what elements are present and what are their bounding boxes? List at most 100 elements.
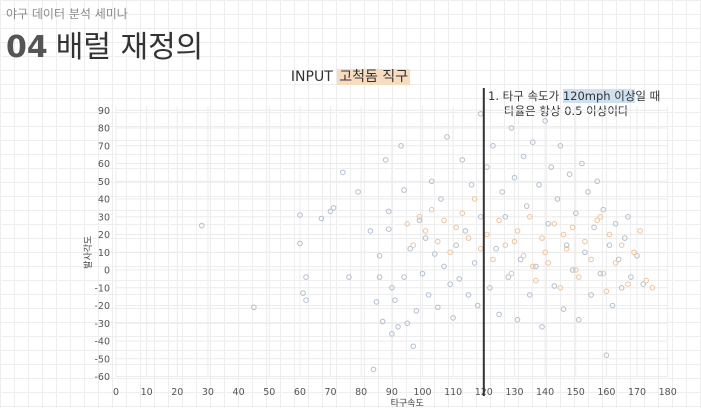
chart-title-highlight: 고척돔 직구 — [337, 69, 411, 85]
scatter-points — [199, 111, 656, 373]
data-point-blue — [395, 324, 401, 330]
data-point-orange — [471, 196, 478, 202]
data-point-blue — [251, 304, 257, 311]
data-point-orange — [410, 242, 417, 248]
data-point-blue — [389, 331, 395, 337]
data-point-blue — [523, 203, 530, 209]
data-point-blue — [297, 240, 303, 247]
data-point-blue — [609, 302, 616, 309]
data-point-blue — [505, 274, 512, 280]
data-point-blue — [453, 242, 460, 248]
x-tick-label: 60 — [294, 387, 306, 398]
y-tick-label: 70 — [98, 141, 110, 152]
x-tick-label: 50 — [263, 387, 275, 398]
data-point-blue — [527, 292, 533, 298]
data-point-blue — [318, 215, 325, 222]
data-point-blue — [493, 245, 499, 252]
data-point-blue — [416, 217, 423, 224]
x-tick-label: 30 — [202, 387, 214, 398]
data-point-orange — [539, 235, 545, 241]
y-tick-label: -60 — [94, 372, 110, 383]
data-point-orange — [477, 245, 484, 252]
data-point-blue — [410, 343, 417, 350]
data-point-blue — [459, 157, 466, 163]
y-axis-label: 발사각도 — [82, 236, 94, 269]
data-point-blue — [548, 164, 555, 170]
data-point-blue — [447, 281, 453, 288]
data-point-blue — [379, 318, 386, 325]
data-point-blue — [386, 226, 392, 232]
data-point-blue — [618, 285, 625, 291]
data-point-orange — [502, 242, 509, 248]
data-point-orange — [612, 260, 619, 266]
data-point-blue — [603, 352, 610, 359]
data-point-blue — [330, 205, 337, 211]
data-point-orange — [527, 214, 533, 220]
data-point-blue — [404, 320, 411, 327]
data-point-orange — [618, 242, 625, 248]
data-point-orange — [511, 238, 518, 245]
data-point-blue — [502, 214, 509, 220]
y-tick-label: 30 — [98, 212, 110, 223]
data-point-blue — [597, 270, 604, 277]
x-tick-label: 140 — [536, 387, 554, 398]
data-point-orange — [560, 231, 567, 238]
data-point-blue — [303, 274, 309, 280]
data-point-blue — [428, 178, 435, 185]
y-tick-label: 90 — [98, 106, 110, 117]
data-point-orange — [542, 249, 548, 256]
data-point-blue — [625, 214, 631, 220]
section-number: 04 — [6, 30, 48, 65]
data-point-blue — [594, 178, 601, 185]
data-point-blue — [413, 308, 420, 314]
data-point-blue — [370, 366, 377, 373]
data-point-blue — [585, 189, 591, 195]
data-point-blue — [560, 306, 567, 312]
data-point-blue — [407, 245, 414, 252]
data-point-orange — [600, 270, 607, 277]
data-point-blue — [582, 249, 588, 256]
data-point-blue — [465, 292, 472, 298]
y-tick-label: -30 — [94, 319, 110, 330]
data-point-blue — [628, 274, 634, 280]
data-point-blue — [511, 174, 518, 181]
data-point-orange — [563, 245, 570, 252]
data-point-blue — [640, 281, 647, 288]
data-point-blue — [496, 311, 502, 318]
data-point-orange — [530, 263, 536, 270]
data-point-orange — [514, 228, 521, 234]
annotation-line-1-post: 일 때 — [635, 89, 661, 103]
data-point-orange — [557, 285, 564, 291]
data-point-orange — [453, 224, 460, 231]
data-point-blue — [487, 285, 493, 291]
data-point-orange — [594, 217, 601, 224]
data-point-blue — [499, 189, 506, 195]
data-point-blue — [569, 267, 576, 273]
data-point-blue — [606, 242, 613, 248]
data-point-blue — [438, 196, 444, 202]
y-tick-label: -50 — [94, 354, 110, 365]
data-point-blue — [591, 224, 597, 231]
data-point-blue — [382, 157, 389, 163]
data-point-blue — [490, 143, 496, 149]
data-point-blue — [450, 315, 456, 321]
data-point-orange — [508, 270, 515, 277]
y-tick-label: 60 — [98, 159, 110, 170]
data-point-orange — [576, 274, 582, 280]
data-point-blue — [386, 208, 392, 215]
data-point-blue — [441, 263, 447, 270]
x-tick-label: 90 — [386, 387, 398, 398]
data-point-blue — [563, 242, 570, 248]
y-tick-label: -40 — [94, 337, 110, 348]
data-point-blue — [392, 297, 398, 304]
section-title: 배럴 재정의 — [55, 30, 204, 65]
x-axis-ticks: 0102030405060708090100110120130140150160… — [113, 387, 677, 398]
data-point-orange — [422, 228, 429, 234]
data-point-blue — [367, 228, 374, 234]
data-point-orange — [625, 281, 631, 288]
data-point-blue — [300, 290, 306, 296]
data-point-blue — [539, 324, 545, 330]
data-point-blue — [422, 235, 429, 241]
data-point-orange — [533, 277, 539, 284]
data-point-orange — [490, 256, 496, 263]
